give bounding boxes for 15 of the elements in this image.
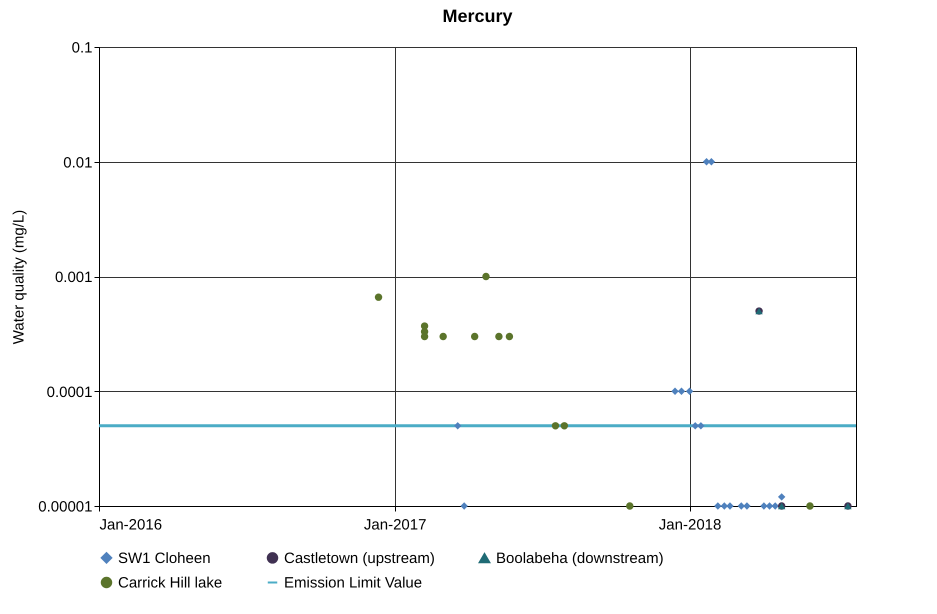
y-tick-label: 0.1 [72, 40, 92, 56]
legend-label: Carrick Hill lake [118, 574, 222, 592]
y-axis-title: Water quality (mg/L) [10, 210, 28, 344]
legend-label: Boolabeha (downstream) [496, 550, 664, 568]
legend-label: Castletown (upstream) [284, 550, 435, 567]
x-tick-label: Jan-2016 [100, 516, 162, 534]
legend-label: Emission Limit Value [284, 574, 422, 592]
y-tick-label: 0.01 [63, 154, 92, 172]
x-tick-label: Jan-2017 [364, 516, 426, 534]
chart-title: Mercury [442, 6, 513, 26]
legend-label: SW1 Cloheen [118, 550, 211, 567]
x-tick-label: Jan-2018 [658, 516, 722, 534]
y-tick-label: 0.00001 [38, 498, 92, 516]
y-tick-label: 0.001 [54, 269, 92, 286]
y-tick-label: 0.0001 [46, 384, 92, 401]
